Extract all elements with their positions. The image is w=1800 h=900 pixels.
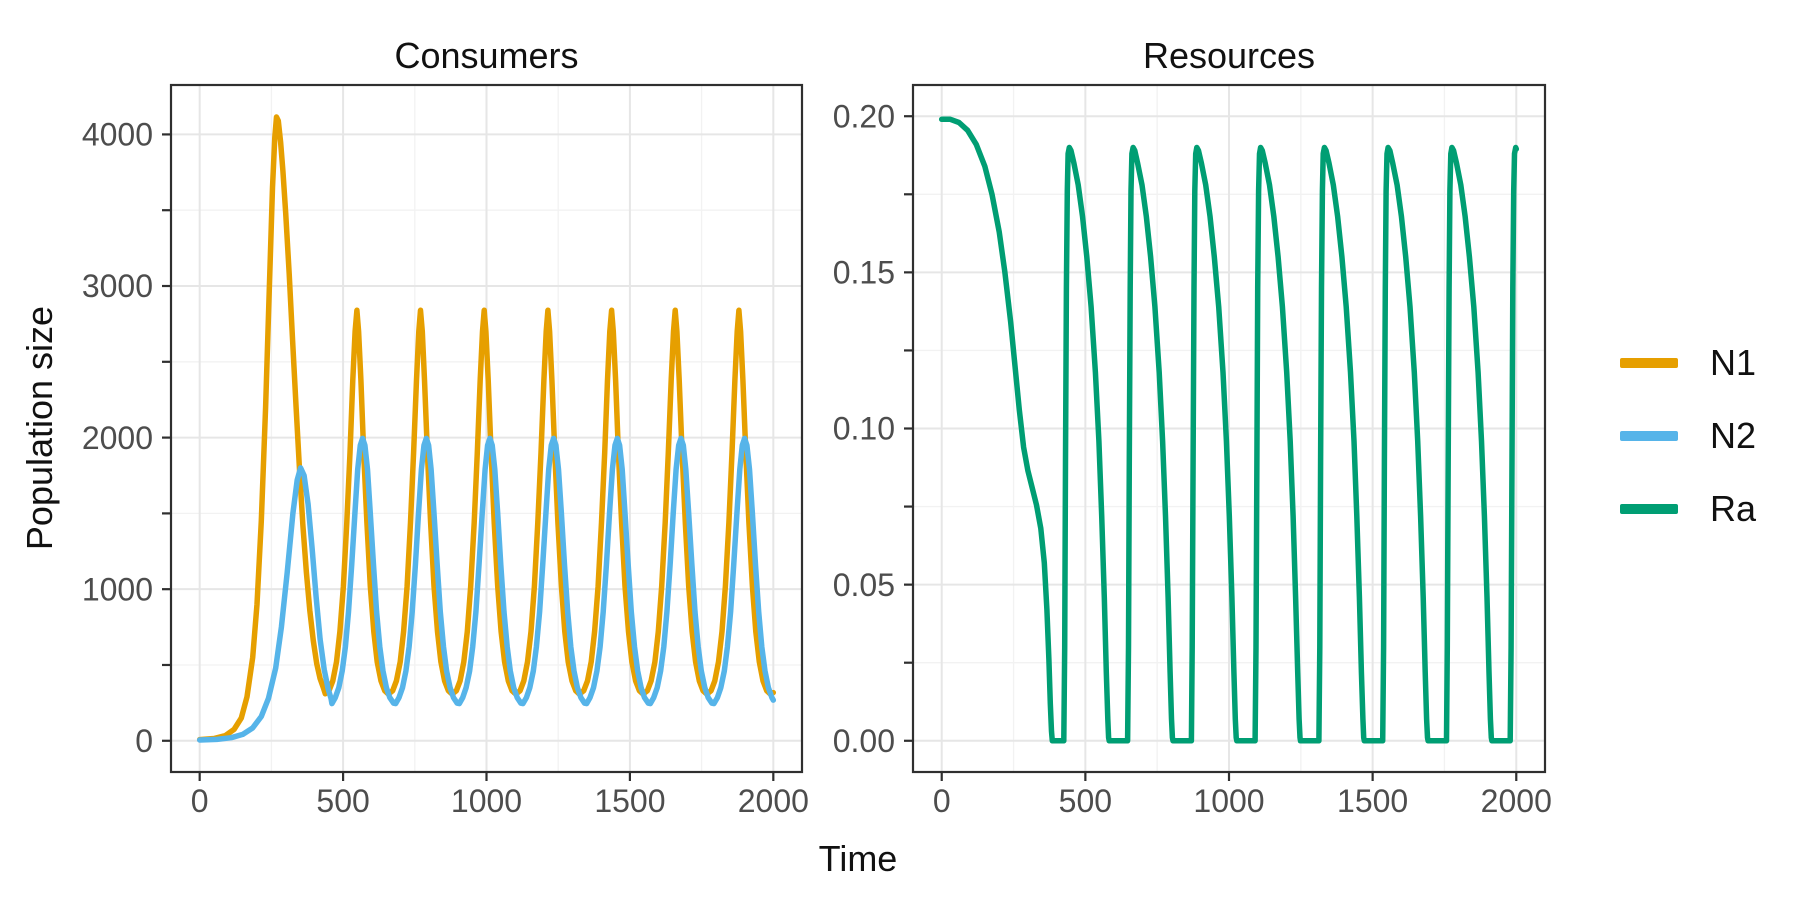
y-tick-label: 0 xyxy=(135,723,153,759)
y-axis-title: Population size xyxy=(19,305,60,551)
x-tick-label: 0 xyxy=(933,783,951,819)
y-tick-label: 4000 xyxy=(82,117,153,153)
x-tick-label: 1000 xyxy=(1193,783,1264,819)
y-tick-label: 2000 xyxy=(82,420,153,456)
panel-consumers: 0 500 1000 1500 2000 0 1000 2000 3000 4000 xyxy=(82,83,809,819)
x-tick-label: 1500 xyxy=(1337,783,1408,819)
series-line-N2 xyxy=(196,435,777,743)
x-tick-label: 500 xyxy=(316,783,369,819)
legend-item-Ra: Ra xyxy=(1620,472,1756,545)
legend-label: N2 xyxy=(1710,414,1757,456)
x-tick-label: 500 xyxy=(1059,783,1112,819)
legend-item-N2: N2 xyxy=(1620,399,1756,472)
x-tick-label: 0 xyxy=(191,783,209,819)
legend-key-line-Ra xyxy=(1620,503,1678,514)
legend-label: N1 xyxy=(1710,341,1757,383)
x-tick-label: 2000 xyxy=(738,783,809,819)
y-tick-label: 0.20 xyxy=(833,98,895,134)
x-tick-label: 1500 xyxy=(594,783,665,819)
legend-key-line-N1 xyxy=(1620,357,1678,368)
legend-label: Ra xyxy=(1710,487,1757,529)
y-tick-label: 0.05 xyxy=(833,567,895,603)
x-tick-label: 1000 xyxy=(451,783,522,819)
y-tick-label: 3000 xyxy=(82,268,153,304)
legend: N1 N2 Ra xyxy=(1620,326,1756,545)
panel-title-consumers: Consumers xyxy=(394,35,579,76)
series-line-Ra xyxy=(938,116,1520,744)
legend-item-N1: N1 xyxy=(1620,326,1756,399)
x-axis-title: Time xyxy=(818,838,898,879)
y-tick-label: 1000 xyxy=(82,571,153,607)
panel-title-resources: Resources xyxy=(1142,35,1316,76)
series-line-N1 xyxy=(196,114,777,743)
x-tick-label: 2000 xyxy=(1481,783,1552,819)
legend-key-line-N2 xyxy=(1620,430,1678,441)
y-tick-label: 0.15 xyxy=(833,255,895,291)
panel-resources: 0 500 1000 1500 2000 0.00 0.05 0.10 0.15 0.20 xyxy=(833,83,1552,819)
y-tick-label: 0.10 xyxy=(833,411,895,447)
y-tick-label: 0.00 xyxy=(833,723,895,759)
